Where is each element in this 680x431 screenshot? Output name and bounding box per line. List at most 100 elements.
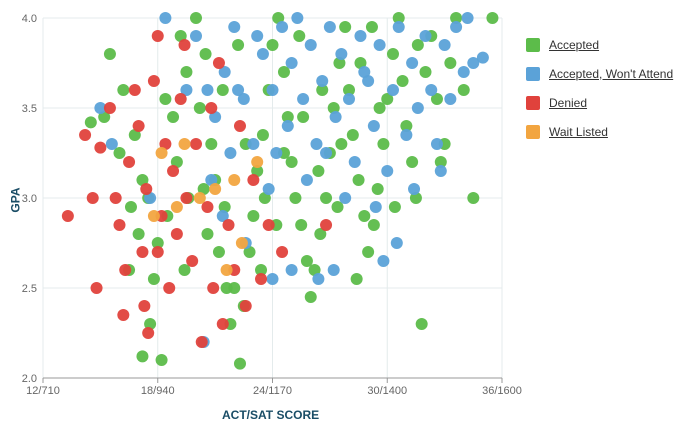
data-point: [289, 192, 302, 204]
x-tick-label: 12/710: [26, 385, 60, 397]
legend-label: Wait Listed: [549, 124, 608, 139]
data-point: [180, 192, 193, 204]
data-point: [123, 156, 136, 168]
data-point: [362, 75, 375, 87]
data-point: [79, 129, 92, 141]
data-point: [291, 12, 304, 24]
data-point: [335, 138, 348, 150]
data-point: [400, 129, 413, 141]
data-point: [218, 201, 231, 213]
data-point: [314, 228, 327, 240]
legend-item-accepted[interactable]: Accepted: [526, 30, 673, 59]
data-point: [220, 282, 233, 294]
data-point: [105, 138, 118, 150]
data-point: [297, 111, 310, 123]
series-accepted-won-t-attend: [94, 12, 489, 348]
legend-item-wait-listed[interactable]: Wait Listed: [526, 117, 673, 146]
legend-label: Denied: [549, 95, 588, 110]
data-point: [128, 129, 141, 141]
data-point: [285, 156, 298, 168]
data-point: [255, 273, 268, 285]
data-point: [297, 93, 310, 105]
data-point: [170, 228, 183, 240]
data-point: [408, 183, 421, 195]
data-point: [136, 174, 149, 186]
data-point: [212, 246, 225, 258]
legend: Accepted Accepted, Won't Attend Denied W…: [526, 30, 673, 146]
data-point: [308, 264, 321, 276]
data-point: [251, 165, 264, 177]
data-point: [190, 138, 202, 150]
data-point: [151, 246, 164, 258]
data-point: [285, 264, 298, 276]
data-point: [373, 39, 386, 51]
data-point: [144, 192, 157, 204]
data-point: [304, 39, 317, 51]
data-point: [180, 84, 193, 96]
data-point: [409, 192, 422, 204]
data-point: [339, 21, 352, 33]
data-point: [276, 246, 289, 258]
data-point: [178, 138, 191, 150]
data-point: [237, 93, 250, 105]
data-point: [190, 12, 202, 24]
data-point: [419, 30, 432, 42]
data-point: [243, 246, 256, 258]
data-point: [266, 84, 279, 96]
data-point: [159, 93, 172, 105]
data-point: [90, 282, 103, 294]
x-tick-label: 18/940: [141, 385, 175, 397]
data-point: [434, 165, 447, 177]
data-point: [300, 255, 313, 267]
data-point: [163, 282, 176, 294]
data-point: [266, 39, 279, 51]
x-tick-label: 36/1600: [482, 385, 522, 397]
data-point: [228, 174, 241, 186]
data-point: [430, 138, 443, 150]
data-point: [199, 48, 212, 60]
data-point: [178, 264, 191, 276]
legend-swatch-wait-listed: [526, 124, 540, 139]
legend-label: Accepted, Won't Attend: [549, 66, 674, 81]
data-point: [209, 111, 222, 123]
data-point: [142, 327, 155, 339]
data-point: [235, 237, 248, 249]
data-point: [262, 219, 275, 231]
data-point: [61, 210, 74, 222]
data-point: [486, 12, 499, 24]
data-point: [335, 48, 348, 60]
series-wait-listed: [147, 138, 264, 276]
data-point: [151, 237, 164, 249]
data-point: [350, 273, 363, 285]
data-point: [327, 264, 340, 276]
data-point: [316, 84, 329, 96]
data-point: [406, 156, 419, 168]
data-point: [457, 84, 470, 96]
data-point: [151, 30, 164, 42]
data-point: [233, 357, 246, 370]
legend-item-denied[interactable]: Denied: [526, 88, 673, 117]
data-point: [255, 264, 268, 276]
data-point: [258, 192, 271, 204]
y-axis-label: GPA: [8, 187, 23, 213]
data-point: [390, 237, 403, 249]
data-point: [358, 210, 371, 222]
data-point: [147, 210, 160, 222]
y-tick-label: 4.0: [22, 13, 37, 25]
data-point: [205, 138, 218, 150]
data-point: [285, 57, 298, 69]
data-point: [450, 12, 463, 24]
data-point: [434, 156, 447, 168]
data-point: [94, 102, 107, 114]
data-point: [251, 30, 264, 42]
data-point: [170, 156, 183, 168]
data-point: [201, 84, 214, 96]
data-point: [167, 165, 180, 177]
legend-item-accepted-wont-attend[interactable]: Accepted, Won't Attend: [526, 59, 673, 88]
data-point: [117, 309, 130, 321]
data-point: [132, 120, 145, 132]
data-point: [247, 210, 260, 222]
y-tick-label: 3.0: [22, 193, 37, 205]
data-point: [373, 102, 386, 114]
